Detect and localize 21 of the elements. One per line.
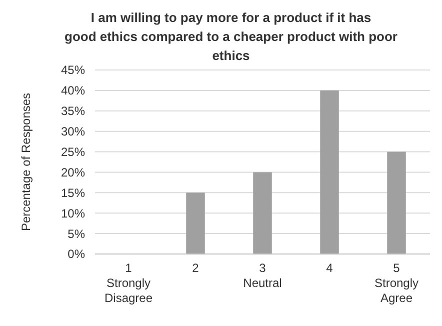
x-tick-label: 5 Strongly Agree xyxy=(374,261,419,305)
chart-title: I am willing to pay more for a product if it has good ethics compared to a cheaper product with poor ethics xyxy=(64,10,398,63)
y-tick-label: 0% xyxy=(68,247,86,262)
y-tick-label: 20% xyxy=(60,165,86,180)
y-tick-label: 10% xyxy=(60,206,86,220)
y-tick-label: 40% xyxy=(60,84,86,98)
y-tick-label: 35% xyxy=(60,104,86,118)
bar xyxy=(387,152,406,254)
y-tick-label: 15% xyxy=(60,186,86,200)
y-axis-title: Percentage of Responses xyxy=(19,92,33,232)
bar xyxy=(186,192,205,254)
x-tick-label: 1 Strongly Disagree xyxy=(104,261,153,305)
y-tick-label: 25% xyxy=(60,144,86,159)
y-tick-label: 30% xyxy=(60,124,86,139)
x-tick-label: 2 xyxy=(192,261,200,275)
bar xyxy=(253,172,272,254)
bar xyxy=(320,90,339,254)
x-tick-label: 4 xyxy=(326,261,334,275)
x-tick-label: 3 Neutral xyxy=(243,261,282,290)
y-tick-label: 5% xyxy=(68,226,86,241)
y-tick-label: 45% xyxy=(60,63,86,78)
